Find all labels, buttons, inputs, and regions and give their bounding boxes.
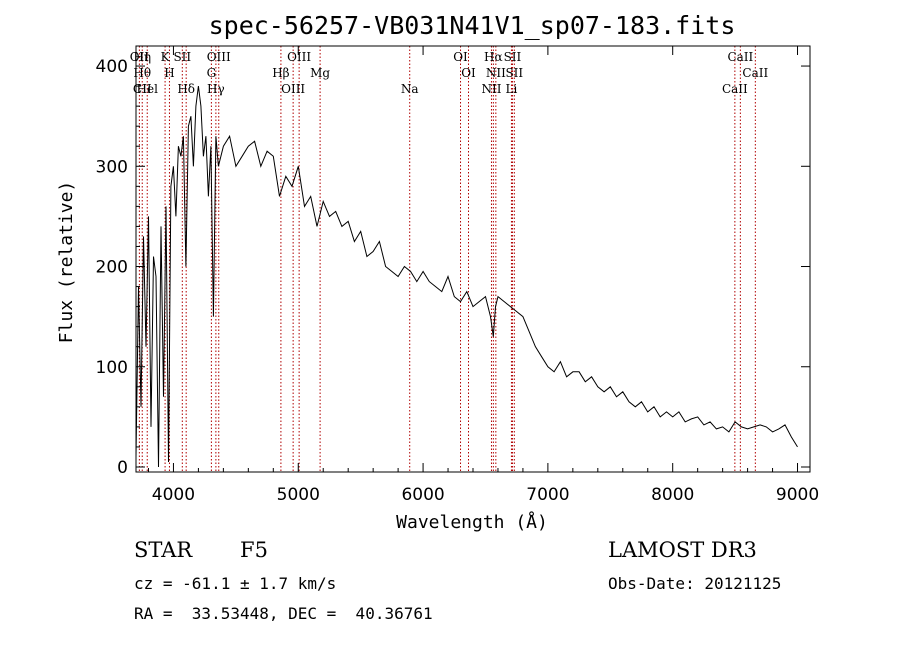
- chart-title: spec-56257-VB031N41V1_sp07-183.fits: [209, 11, 736, 40]
- x-axis-label: Wavelength (Å): [396, 511, 548, 533]
- ra-dec-coordinates: RA = 33.53448, DEC = 40.36761: [134, 604, 433, 623]
- y-axis-ticks: 0 100 200 300 400: [96, 45, 810, 478]
- line-marker-label: OIII: [207, 50, 231, 64]
- line-marker-label: Hβ: [272, 66, 289, 80]
- x-tick-label: 5000: [277, 485, 320, 505]
- line-marker-label: Hα: [484, 50, 503, 64]
- emission-line-markers: [138, 46, 756, 472]
- line-marker-label: OI: [453, 50, 468, 64]
- redshift-velocity: cz = -61.1 ± 1.7 km/s: [134, 574, 337, 593]
- line-marker-label: CaII: [722, 82, 748, 96]
- flux-series-line: [135, 86, 798, 468]
- y-tick-label: 100: [96, 358, 128, 378]
- object-type: STAR: [134, 538, 193, 562]
- x-axis-ticks: 4000 5000 6000 7000 8000 9000: [147, 46, 819, 505]
- line-marker-label: SII: [173, 50, 191, 64]
- line-marker-label: Mg: [310, 66, 330, 80]
- x-tick-label: 6000: [401, 485, 444, 505]
- line-marker-label: Hel: [137, 82, 159, 96]
- y-axis-label: Flux (relative): [56, 181, 77, 344]
- line-marker-label: CaII: [727, 50, 753, 64]
- line-marker-label: Hθ: [133, 66, 151, 80]
- line-marker-label: Hδ: [177, 82, 195, 96]
- line-marker-label: Hγ: [207, 82, 225, 96]
- line-marker-label: OII: [130, 50, 150, 64]
- line-marker-label: SII: [505, 66, 523, 80]
- x-tick-label: 7000: [526, 485, 569, 505]
- line-marker-label: CII: [133, 82, 152, 96]
- line-marker-label: OI: [461, 66, 476, 80]
- spectral-subclass: F5: [240, 538, 268, 562]
- line-marker-label: H: [164, 66, 174, 80]
- x-tick-label: 8000: [651, 485, 694, 505]
- plot-frame: [135, 45, 811, 473]
- y-tick-label: 0: [117, 458, 128, 478]
- x-tick-label: 4000: [152, 485, 195, 505]
- line-marker-label: OIII: [281, 82, 305, 96]
- line-marker-label: OIII: [287, 50, 311, 64]
- line-marker-label: CaII: [742, 66, 768, 80]
- x-tick-label: 9000: [776, 485, 819, 505]
- line-marker-label: G: [207, 66, 217, 80]
- line-marker-label: NII: [481, 82, 501, 96]
- line-marker-label: SII: [504, 50, 522, 64]
- line-marker-label: Hη: [133, 50, 151, 64]
- observation-date: Obs-Date: 20121125: [608, 574, 782, 593]
- line-marker-label: Li: [506, 82, 518, 96]
- y-tick-label: 400: [96, 57, 128, 77]
- line-marker-label: Na: [401, 82, 419, 96]
- y-tick-label: 300: [96, 157, 128, 177]
- line-marker-label: NII: [486, 66, 506, 80]
- y-tick-label: 200: [96, 258, 128, 278]
- survey-name: LAMOST DR3: [608, 538, 757, 562]
- line-marker-label: K: [161, 50, 171, 64]
